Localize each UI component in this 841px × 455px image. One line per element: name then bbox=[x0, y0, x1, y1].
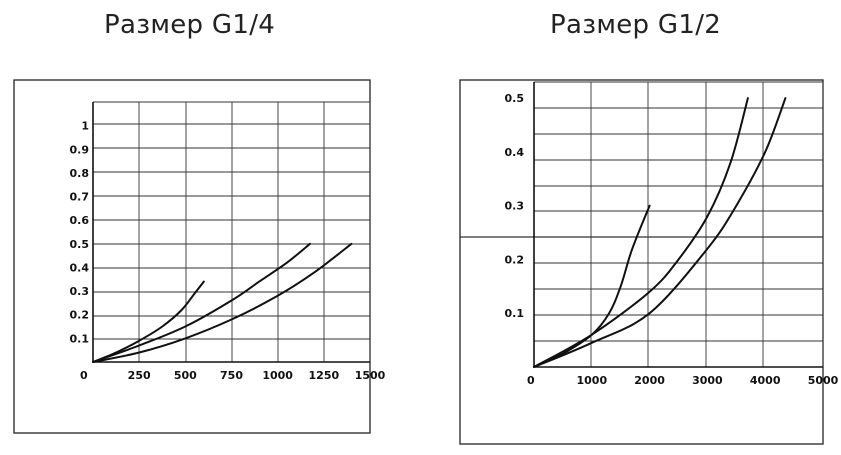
chart2-x-tick-label: 4000 bbox=[750, 374, 781, 387]
chart1-x-tick-label: 500 bbox=[174, 369, 197, 382]
chart2-y-tick-label: 0.2 bbox=[505, 253, 525, 266]
chart2-y-tick-label: 0.3 bbox=[505, 200, 525, 213]
chart1-series-3-line bbox=[92, 242, 353, 363]
chart2-series-3-line bbox=[533, 97, 787, 368]
chart-title-g12: Размер G1/2 bbox=[550, 10, 722, 40]
chart2-x-tick-label: 3000 bbox=[692, 374, 723, 387]
chart1-x-tick-label: 750 bbox=[220, 369, 243, 382]
chart1-series-2-line bbox=[92, 242, 311, 363]
chart2-x-tick-label: 1000 bbox=[576, 374, 607, 387]
chart1-x-tick-label: 1500 bbox=[355, 369, 386, 382]
chart1-y-tick-label: 0.9 bbox=[70, 143, 90, 156]
chart1-x-tick-label: 1000 bbox=[262, 369, 293, 382]
chart2-y-tick-label: 0.5 bbox=[505, 92, 525, 105]
chart1-y-tick-label: 0.1 bbox=[70, 332, 90, 345]
chart1-y-tick-label: 0.2 bbox=[70, 309, 90, 322]
chart2-x-tick-label: 5000 bbox=[808, 374, 839, 387]
chart1-origin-label: 0 bbox=[80, 369, 88, 382]
chart1-y-tick-label: 0.5 bbox=[70, 238, 90, 251]
chart2-x-tick-label: 2000 bbox=[634, 374, 665, 387]
chart1-y-tick-label: 0.3 bbox=[70, 285, 90, 298]
chart1-y-tick-label: 0.7 bbox=[70, 191, 90, 204]
chart2-series-2-line bbox=[533, 97, 749, 368]
chart2-origin-label: 0 bbox=[527, 374, 535, 387]
chart2-y-tick-label: 0.1 bbox=[505, 307, 525, 320]
chart1-y-tick-label: 0.6 bbox=[70, 214, 90, 227]
chart2-series-1-line bbox=[533, 204, 651, 368]
chart1-series-1-line bbox=[92, 280, 205, 363]
chart-title-g14: Размер G1/4 bbox=[104, 10, 276, 40]
chart2-y-tick-label: 0.4 bbox=[505, 146, 525, 159]
chart1-x-tick-label: 250 bbox=[128, 369, 151, 382]
chart1-x-tick-label: 1250 bbox=[309, 369, 340, 382]
chart1-y-tick-label: 1 bbox=[81, 120, 89, 133]
chart1-y-tick-label: 0.4 bbox=[70, 261, 90, 274]
chart1-y-tick-label: 0.8 bbox=[70, 167, 90, 180]
